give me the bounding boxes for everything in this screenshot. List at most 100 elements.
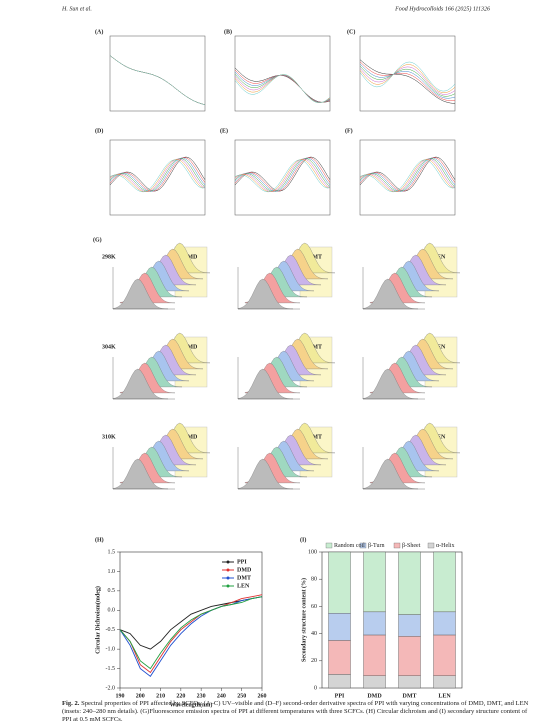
x-tick-label: DMD (367, 693, 382, 699)
bar-segment (398, 675, 421, 689)
mini-curve (359, 158, 456, 192)
legend-swatch (359, 542, 367, 549)
mini-curve (234, 158, 331, 192)
axes-frame (321, 551, 463, 689)
y-tick-label: 1.0 (108, 569, 116, 575)
bar-segment (433, 611, 456, 636)
mini-curve (109, 159, 206, 193)
panel-label: (H) (95, 536, 104, 543)
mini-curve (234, 158, 331, 192)
legend-marker (226, 584, 230, 588)
mini-curve (234, 157, 331, 192)
drug-label: DMD (183, 254, 198, 260)
bar-segment (433, 551, 456, 613)
drug-label: DMT (308, 434, 322, 440)
x-axis-label: Wavelength(nm) (170, 701, 213, 708)
y-tick-label: -2.0 (106, 685, 116, 691)
y-tick-label: 100 (308, 549, 317, 555)
spectrum-slice (112, 458, 169, 490)
bar-segment (433, 634, 456, 676)
panel-label: (B) (224, 28, 232, 35)
legend-label: β-Turn (368, 543, 385, 549)
temperature-label: 310K (102, 434, 116, 440)
bar-segment (398, 614, 421, 637)
mini-curve (234, 159, 331, 193)
mini-curve (109, 157, 206, 192)
mini-curve (359, 64, 456, 93)
axes-frame (119, 551, 263, 689)
panel-label: (F) (345, 127, 353, 134)
mini-curve (234, 67, 331, 103)
legend-label: DMT (237, 575, 251, 581)
panel-label: (E) (220, 127, 228, 134)
bar-segment (328, 551, 351, 614)
x-tick-label: 250 (237, 693, 246, 699)
legend-marker (226, 576, 230, 580)
cd-line (119, 596, 263, 677)
bar-segment (328, 613, 351, 641)
legend-label: Random coil (334, 543, 365, 549)
mini-curve (109, 158, 206, 192)
y-tick-label: 0 (314, 685, 317, 691)
mini-curve (359, 61, 456, 101)
y-tick-label: -1.5 (106, 666, 116, 672)
mini-curve (234, 74, 331, 103)
caption-label: Fig. 2. (62, 700, 80, 707)
panel-label: (D) (95, 127, 103, 134)
legend-label: β-Sheet (402, 543, 421, 549)
y-axis-label: Secondary structure content (%) (300, 578, 307, 662)
temperature-label: 304K (102, 344, 116, 350)
mini-curve (234, 74, 331, 103)
mini-curve (359, 159, 456, 193)
legend-swatch (393, 542, 401, 549)
mini-curve (234, 159, 331, 192)
mini-curve (359, 59, 456, 104)
mini-curve (359, 156, 456, 192)
mini-curve (109, 55, 206, 105)
caption: Fig. 2. Spectral properties of PPI affec… (62, 700, 532, 725)
y-tick-label: 0.0 (108, 608, 116, 614)
cd-line (119, 596, 263, 650)
spectrum-slice (362, 368, 419, 400)
y-tick-label: -0.5 (106, 627, 116, 633)
y-tick-label: 60 (311, 604, 317, 610)
mini-curve (234, 71, 331, 103)
legend-label: PPI (237, 559, 247, 565)
mini-curve (359, 61, 456, 92)
mini-curve (109, 158, 206, 192)
legend-swatch (325, 542, 333, 549)
caption-text: Spectral properties of PPI affected by S… (62, 700, 529, 724)
drug-label: DMT (308, 344, 322, 350)
mini-axes (234, 35, 331, 112)
mini-curve (234, 73, 331, 103)
mini-curve (359, 157, 456, 192)
cd-line (119, 596, 263, 670)
x-tick-label: 210 (156, 693, 165, 699)
mini-curve (109, 55, 206, 105)
legend-marker (226, 568, 230, 572)
x-tick-label: 230 (197, 693, 206, 699)
temperature-label: 298K (102, 254, 116, 260)
mini-axes (234, 139, 331, 216)
legend-label: α-Helix (436, 543, 454, 549)
x-tick-label: 260 (258, 693, 267, 699)
mini-curve (109, 55, 206, 105)
bar-segment (328, 640, 351, 675)
bar-segment (398, 551, 421, 615)
spectrum-slice (112, 278, 169, 310)
mini-curve (109, 55, 206, 105)
panel-label: (I) (300, 536, 306, 543)
bar-segment (433, 675, 456, 689)
mini-curve (109, 55, 206, 105)
mini-axes (109, 139, 206, 216)
x-tick-label: 190 (116, 693, 125, 699)
y-tick-label: 20 (311, 658, 317, 664)
mini-curve (359, 65, 456, 97)
x-tick-label: LEN (438, 693, 451, 699)
panel-label: (G) (93, 236, 102, 243)
drug-label: DMD (183, 344, 198, 350)
mini-axes (359, 35, 456, 112)
cd-line (119, 594, 263, 674)
mini-curve (234, 74, 331, 103)
